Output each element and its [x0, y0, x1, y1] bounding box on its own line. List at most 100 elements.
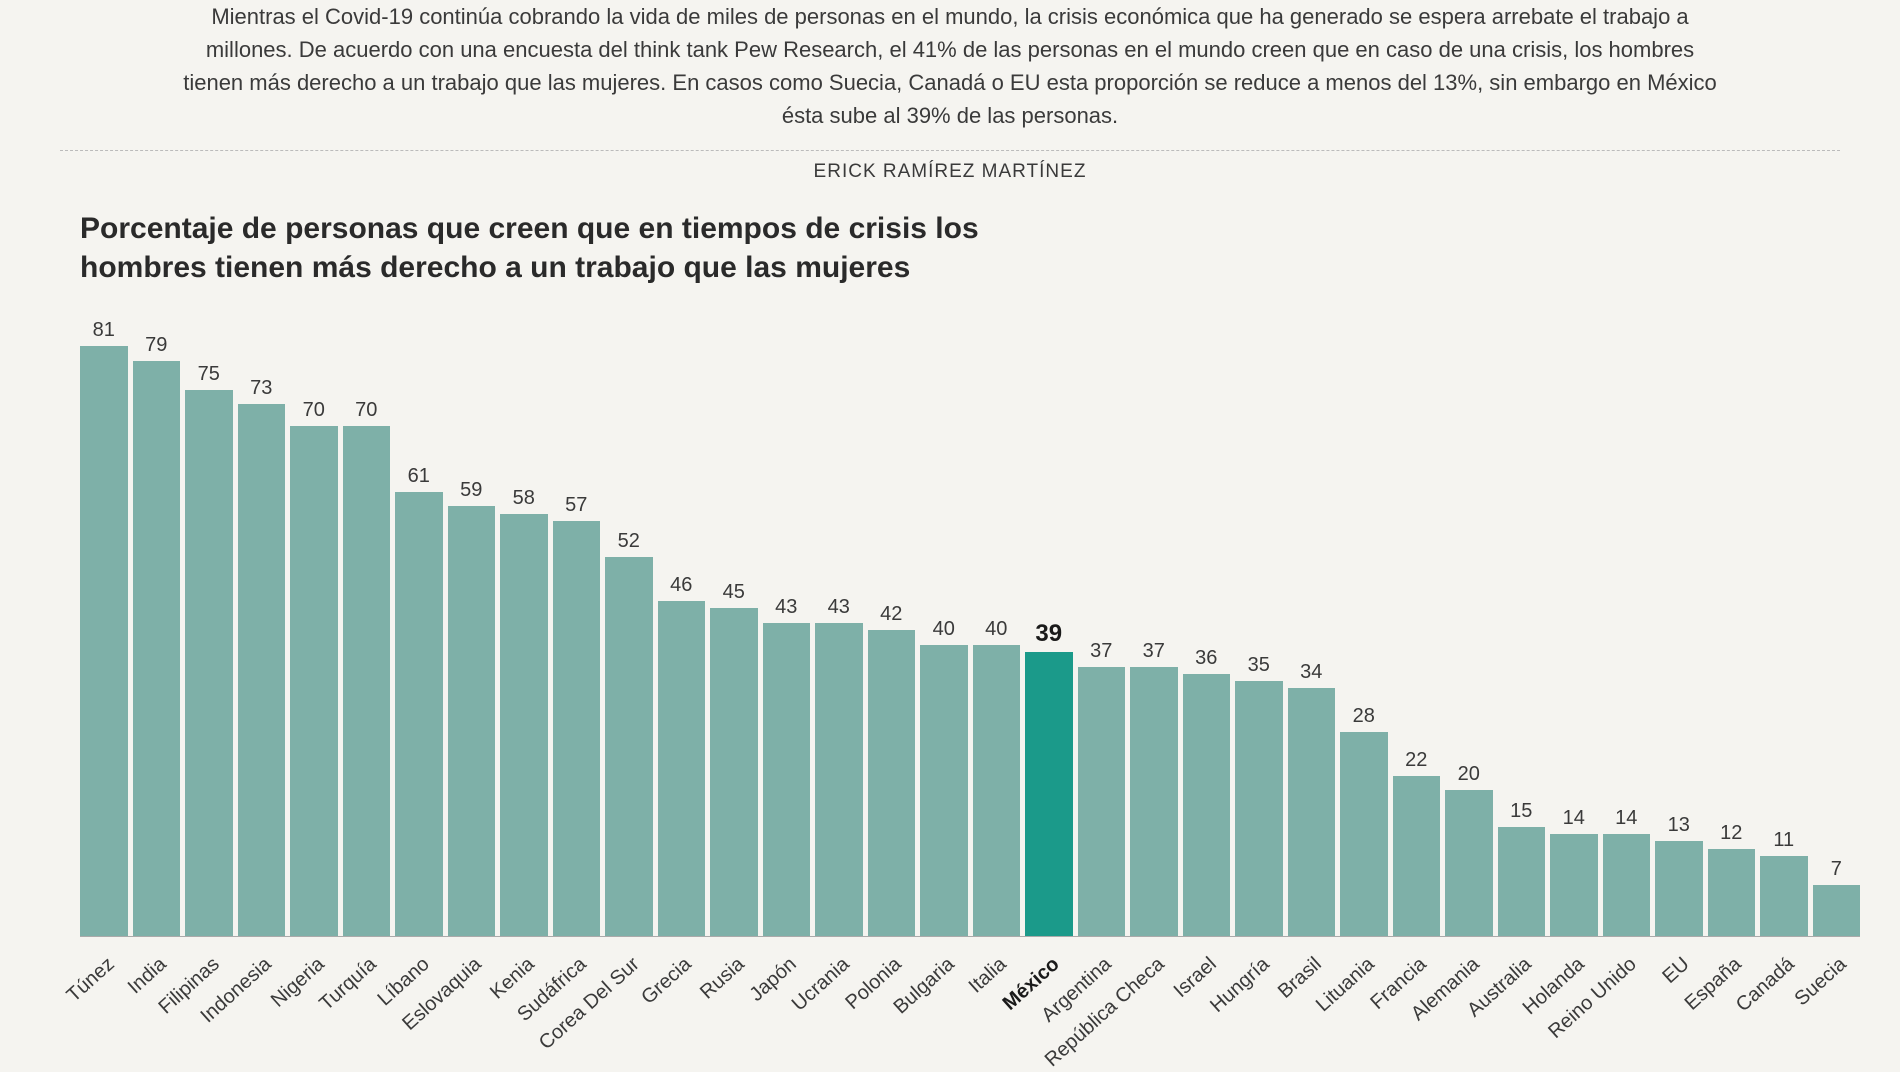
bar-value-label: 20 — [1458, 763, 1480, 786]
bar-value-label: 42 — [880, 603, 902, 626]
bar — [553, 521, 601, 936]
label-wrap: República Checa — [1130, 945, 1178, 1065]
bar-item: 81 — [80, 319, 128, 936]
bar-item: 15 — [1498, 800, 1546, 936]
bar — [1235, 681, 1283, 936]
bar-item: 14 — [1550, 807, 1598, 936]
bar-item: 61 — [395, 465, 443, 936]
bar — [343, 426, 391, 936]
author-name: ERICK RAMÍREZ MARTÍNEZ — [0, 161, 1900, 183]
bar-value-label: 40 — [933, 618, 955, 641]
bar — [658, 601, 706, 936]
label-wrap: Corea Del Sur — [605, 945, 653, 1065]
bar-item: 43 — [815, 596, 863, 936]
bar-value-label: 70 — [303, 399, 325, 422]
labels-container: TúnezIndiaFilipinasIndonesiaNigeriaTurqu… — [80, 937, 1860, 1065]
bar-value-label: 45 — [723, 581, 745, 604]
bar-value-label: 37 — [1143, 640, 1165, 663]
label-wrap: Suecia — [1813, 945, 1861, 1065]
bar-value-label: 15 — [1510, 800, 1532, 823]
bar-value-label: 37 — [1090, 640, 1112, 663]
bar — [1025, 652, 1073, 936]
bar-value-label: 73 — [250, 377, 272, 400]
bar-value-label: 14 — [1563, 807, 1585, 830]
bar-item: 42 — [868, 603, 916, 936]
bar-item: 34 — [1288, 661, 1336, 936]
label-wrap: Hungría — [1235, 945, 1283, 1065]
bar — [185, 390, 233, 936]
bar-value-label: 39 — [1035, 620, 1062, 648]
bar-value-label: 61 — [408, 465, 430, 488]
bar-item: 37 — [1130, 640, 1178, 937]
bar-item: 36 — [1183, 647, 1231, 936]
bar-value-label: 75 — [198, 363, 220, 386]
bar-item: 73 — [238, 377, 286, 936]
bar-item: 39 — [1025, 620, 1073, 936]
bars-container: 8179757370706159585752464543434240403937… — [80, 317, 1860, 937]
bar-value-label: 7 — [1831, 858, 1842, 881]
bar-item: 13 — [1655, 814, 1703, 936]
bar-item: 40 — [973, 618, 1021, 936]
chart-title: Porcentaje de personas que creen que en … — [0, 209, 1100, 317]
bar-item: 40 — [920, 618, 968, 936]
bar-value-label: 59 — [460, 479, 482, 502]
bar — [1813, 885, 1861, 936]
bar — [395, 492, 443, 936]
bar-item: 52 — [605, 530, 653, 936]
bar — [605, 557, 653, 936]
bar-item: 37 — [1078, 640, 1126, 937]
bar-value-label: 14 — [1615, 807, 1637, 830]
bar — [920, 645, 968, 936]
bar — [1393, 776, 1441, 936]
bar — [815, 623, 863, 936]
bar-value-label: 36 — [1195, 647, 1217, 670]
bar-item: 70 — [343, 399, 391, 936]
label-wrap: Reino Unido — [1603, 945, 1651, 1065]
bar-value-label: 35 — [1248, 654, 1270, 677]
bar-value-label: 46 — [670, 574, 692, 597]
bar-item: 35 — [1235, 654, 1283, 936]
bar — [238, 404, 286, 936]
bar-value-label: 12 — [1720, 822, 1742, 845]
bar-value-label: 43 — [828, 596, 850, 619]
bar-value-label: 43 — [775, 596, 797, 619]
label-wrap: Eslovaquia — [448, 945, 496, 1065]
bar — [448, 506, 496, 936]
bar — [1498, 827, 1546, 936]
bar — [1340, 732, 1388, 936]
bar — [973, 645, 1021, 936]
label-wrap: Túnez — [80, 945, 128, 1065]
bar-item: 70 — [290, 399, 338, 936]
bar — [868, 630, 916, 936]
bar-chart: 8179757370706159585752464543434240403937… — [0, 317, 1900, 1065]
bar-item: 79 — [133, 334, 181, 936]
bar — [500, 514, 548, 936]
bar-item: 75 — [185, 363, 233, 936]
intro-paragraph: Mientras el Covid-19 continúa cobrando l… — [0, 0, 1900, 132]
label-wrap: Grecia — [658, 945, 706, 1065]
bar — [80, 346, 128, 936]
label-wrap: Rusia — [710, 945, 758, 1065]
bar-item: 45 — [710, 581, 758, 936]
bar-category-label: EU — [1658, 953, 1694, 989]
bar — [1708, 849, 1756, 936]
label-wrap: Bulgaria — [920, 945, 968, 1065]
bar — [710, 608, 758, 936]
bar — [1655, 841, 1703, 936]
bar — [1130, 667, 1178, 937]
bar-value-label: 70 — [355, 399, 377, 422]
bar — [1445, 790, 1493, 936]
bar-item: 7 — [1813, 858, 1861, 936]
bar-value-label: 57 — [565, 494, 587, 517]
bar-value-label: 34 — [1300, 661, 1322, 684]
bar — [1288, 688, 1336, 936]
bar-item: 57 — [553, 494, 601, 936]
bar-category-label: Túnez — [62, 953, 119, 1007]
bar — [1603, 834, 1651, 936]
bar-value-label: 22 — [1405, 749, 1427, 772]
bar-value-label: 81 — [93, 319, 115, 342]
bar — [1760, 856, 1808, 936]
bar-item: 11 — [1760, 829, 1808, 936]
bar-item: 12 — [1708, 822, 1756, 936]
bar-value-label: 79 — [145, 334, 167, 357]
